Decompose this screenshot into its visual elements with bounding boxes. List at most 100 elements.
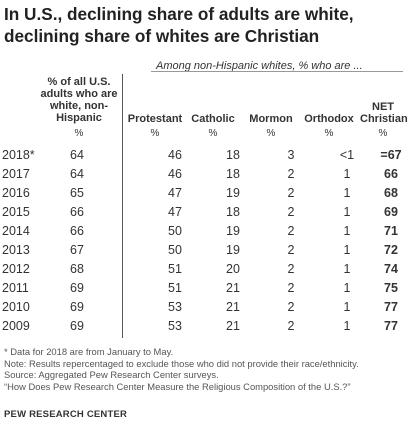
catholic-cell: 21 (226, 300, 240, 315)
column-divider (122, 74, 123, 338)
net-christian-cell: =67 (380, 147, 402, 162)
pct-white: % (74, 128, 84, 139)
year-cell: 2014 (2, 223, 30, 238)
catholic-cell: 20 (226, 262, 240, 277)
header-orthodox: Orthodox (304, 113, 354, 125)
year-cell: 2015 (2, 204, 30, 219)
catholic-cell: 21 (226, 281, 240, 296)
white-share-cell: 67 (70, 243, 84, 258)
spacer-cell (112, 183, 146, 202)
table-row: 2013 67 50 19 2 1 72 (0, 240, 408, 259)
catholic-cell: 21 (226, 319, 240, 334)
page-title: In U.S., declining share of adults are w… (4, 4, 354, 46)
header-protestant: Protestant (127, 113, 183, 125)
spacer-cell (112, 298, 146, 317)
spacer-cell (112, 260, 146, 279)
orthodox-cell: 1 (343, 166, 351, 181)
year-cell: 2018* (2, 147, 35, 162)
net-christian-cell: 77 (384, 300, 398, 315)
protestant-cell: 53 (168, 319, 182, 334)
data-table: 2018* 64 46 18 3 <1 =67 2017 64 46 18 2 1 66 2016 65 47 1… (0, 145, 408, 336)
protestant-cell: 50 (168, 243, 182, 258)
orthodox-cell: 1 (343, 281, 351, 296)
white-share-cell: 69 (70, 281, 84, 296)
catholic-cell: 18 (226, 204, 240, 219)
catholic-cell: 18 (226, 147, 240, 162)
net-christian-cell: 68 (384, 185, 398, 200)
catholic-cell: 19 (226, 223, 240, 238)
pct-catholic: % (208, 128, 218, 139)
mormon-cell: 2 (287, 185, 295, 200)
spacer-cell (112, 164, 146, 183)
spacer-cell (112, 221, 146, 240)
white-share-cell: 66 (70, 204, 84, 219)
header-mormon: Mormon (249, 113, 293, 125)
note-line: Note: Results repercentaged to exclude t… (4, 357, 359, 369)
net-christian-cell: 72 (384, 243, 398, 258)
spacer-cell (112, 202, 146, 221)
orthodox-cell: 1 (343, 300, 351, 315)
year-cell: 2016 (2, 185, 30, 200)
subhead-divider (151, 71, 403, 72)
orthodox-cell: 1 (343, 262, 351, 277)
spacer-cell (112, 317, 146, 336)
protestant-cell: 46 (168, 166, 182, 181)
mormon-cell: 3 (287, 147, 295, 162)
protestant-cell: 51 (168, 262, 182, 277)
orthodox-cell: 1 (343, 185, 351, 200)
pct-protestant: % (150, 128, 160, 139)
year-cell: 2013 (2, 243, 30, 258)
table-row: 2018* 64 46 18 3 <1 =67 (0, 145, 408, 164)
protestant-cell: 50 (168, 223, 182, 238)
mormon-cell: 2 (287, 319, 295, 334)
white-share-cell: 69 (70, 319, 84, 334)
mormon-cell: 2 (287, 281, 295, 296)
net-christian-cell: 69 (384, 204, 398, 219)
notes: * Data for 2018 are from January to May.… (4, 346, 359, 392)
protestant-cell: 51 (168, 281, 182, 296)
header-white-share: % of all U.S. adults who are white, non-… (40, 76, 118, 124)
note-line: * Data for 2018 are from January to May. (4, 346, 174, 357)
spacer-cell (112, 145, 146, 164)
header-catholic: Catholic (191, 113, 235, 125)
table-row: 2010 69 53 21 2 1 77 (0, 298, 408, 317)
brand-footer: PEW RESEARCH CENTER (4, 409, 128, 420)
year-cell: 2009 (2, 319, 30, 334)
table-row: 2015 66 47 18 2 1 69 (0, 202, 408, 221)
mormon-cell: 2 (287, 223, 295, 238)
white-share-cell: 64 (70, 166, 84, 181)
year-cell: 2010 (2, 300, 30, 315)
column-group-subhead: Among non-Hispanic whites, % who are ... (156, 60, 363, 72)
white-share-cell: 68 (70, 262, 84, 277)
note-line: “How Does Pew Research Center Measure th… (4, 380, 351, 392)
white-share-cell: 64 (70, 147, 84, 162)
mormon-cell: 2 (287, 166, 295, 181)
protestant-cell: 47 (168, 185, 182, 200)
table-row: 2014 66 50 19 2 1 71 (0, 221, 408, 240)
table-row: 2012 68 51 20 2 1 74 (0, 260, 408, 279)
protestant-cell: 53 (168, 300, 182, 315)
header-net-christian: NET Christian (360, 101, 408, 125)
net-christian-cell: 71 (384, 223, 398, 238)
protestant-cell: 47 (168, 204, 182, 219)
mormon-cell: 2 (287, 262, 295, 277)
year-cell: 2011 (2, 281, 29, 296)
net-christian-cell: 75 (384, 281, 398, 296)
year-cell: 2017 (2, 166, 30, 181)
catholic-cell: 18 (226, 166, 240, 181)
pct-net: % (378, 128, 388, 139)
orthodox-cell: 1 (343, 204, 351, 219)
orthodox-cell: 1 (343, 243, 351, 258)
mormon-cell: 2 (287, 204, 295, 219)
spacer-cell (112, 240, 146, 259)
mormon-cell: 2 (287, 300, 295, 315)
mormon-cell: 2 (287, 243, 295, 258)
net-christian-cell: 66 (384, 166, 398, 181)
table-row: 2017 64 46 18 2 1 66 (0, 164, 408, 183)
white-share-cell: 65 (70, 185, 84, 200)
table-row: 2016 65 47 19 2 1 68 (0, 183, 408, 202)
pct-mormon: % (266, 128, 276, 139)
white-share-cell: 69 (70, 300, 84, 315)
orthodox-cell: <1 (339, 147, 355, 162)
table-row: 2011 69 51 21 2 1 75 (0, 279, 408, 298)
